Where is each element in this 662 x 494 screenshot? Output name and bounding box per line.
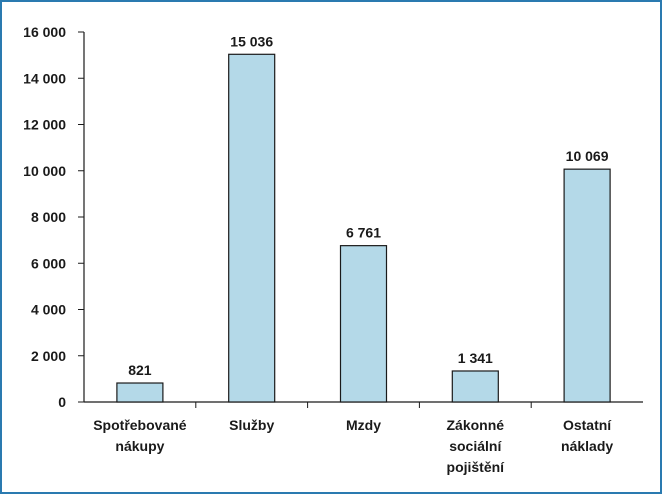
y-tick-label: 10 000 — [23, 163, 66, 179]
bar — [228, 53, 276, 403]
y-tick-label: 6 000 — [31, 255, 66, 271]
category-label: Mzdy — [346, 417, 381, 433]
data-label: 6 761 — [346, 225, 381, 241]
data-label: 821 — [128, 362, 152, 378]
bar — [563, 168, 611, 403]
data-label: 1 341 — [458, 350, 493, 366]
category-label-line: nákupy — [115, 438, 164, 454]
category-label: Spotřebované nákupy — [93, 417, 187, 454]
y-tick-label: 0 — [58, 394, 66, 410]
category-label: Zákonné sociální pojištění — [447, 417, 506, 475]
category-label-line: Ostatní — [563, 417, 612, 433]
y-tick-label: 2 000 — [31, 348, 66, 364]
category-label-line: Služby — [229, 417, 274, 433]
category-label-line: náklady — [561, 438, 613, 454]
y-tick-label: 4 000 — [31, 302, 66, 318]
category-label: Ostatní náklady — [561, 417, 613, 454]
bar — [451, 370, 499, 403]
data-label: 15 036 — [230, 33, 273, 49]
category-label-line: pojištění — [447, 459, 506, 475]
data-label: 10 069 — [566, 148, 609, 164]
category-label-line: Mzdy — [346, 417, 381, 433]
y-tick-label: 16 000 — [23, 24, 66, 40]
bar — [116, 382, 164, 403]
category-label-line: Spotřebované — [93, 417, 187, 433]
y-tick-label: 12 000 — [23, 117, 66, 133]
y-tick-label: 14 000 — [23, 70, 66, 86]
bar — [339, 245, 388, 403]
category-label-line: Zákonné — [447, 417, 505, 433]
category-label-line: sociální — [449, 438, 502, 454]
y-tick-label: 8 000 — [31, 209, 66, 225]
category-label: Služby — [229, 417, 274, 433]
